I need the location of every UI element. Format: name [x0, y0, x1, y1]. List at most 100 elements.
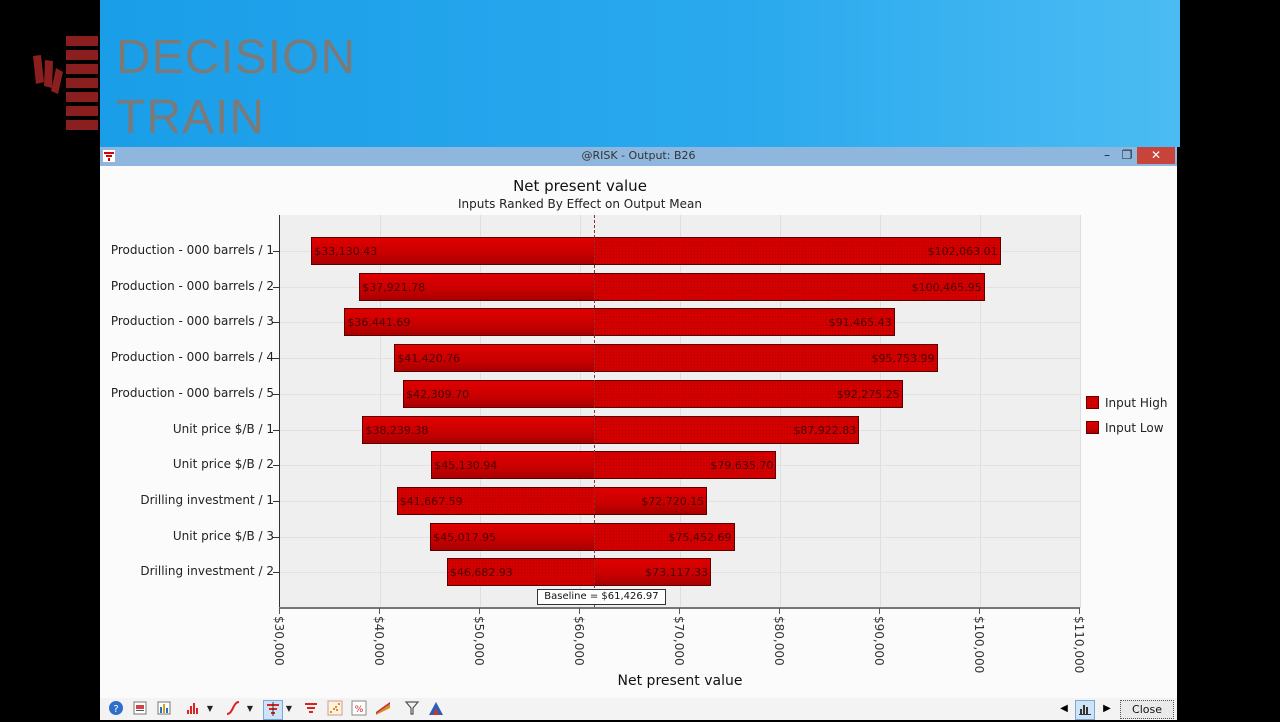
x-tick [979, 608, 980, 614]
gridline [1080, 215, 1081, 608]
bar-left-value: $38,239.38 [365, 423, 429, 437]
svg-text:%: % [355, 705, 364, 715]
tornado-bar[interactable]: $46,682.93 $73,117.33 [446, 558, 712, 587]
svg-text:?: ? [113, 704, 118, 715]
tornado-bar[interactable]: $45,017.95 $75,452.69 [430, 522, 735, 551]
filter-icon[interactable] [403, 700, 421, 718]
chart-subtitle: Inputs Ranked By Effect on Output Mean [458, 197, 702, 211]
legend-swatch-high [1086, 396, 1099, 409]
histogram-icon[interactable] [184, 700, 202, 718]
x-tick [279, 608, 280, 614]
minimize-button[interactable]: – [1104, 148, 1110, 162]
y-tick [273, 500, 279, 502]
graph-type-icon[interactable] [1075, 700, 1095, 720]
bar-left-value: $33,130.43 [314, 245, 378, 258]
bar-right-value: $100,465.95 [911, 280, 982, 294]
brand-line-2: TRAIN [116, 91, 265, 144]
x-tick-label: $30,000 [272, 616, 286, 666]
spider-icon[interactable] [374, 700, 392, 718]
bar-right-value: $73,117.33 [645, 566, 709, 580]
y-tick [273, 429, 279, 431]
x-tick-label: $50,000 [472, 616, 486, 666]
brand-line-1: DECISION [116, 31, 357, 84]
y-tick [273, 465, 279, 467]
input-high-segment [397, 487, 595, 514]
input-low-segment [345, 309, 595, 336]
window-title: @RISK - Output: B26 [581, 149, 696, 162]
histogram-dropdown[interactable]: ▼ [206, 704, 214, 713]
baseline-label: Baseline = $61,426.97 [537, 589, 666, 605]
cumulative-dropdown[interactable]: ▼ [246, 704, 254, 713]
previous-graph-button[interactable]: ◀ [1060, 703, 1068, 714]
bar-left-value: $45,130.94 [434, 459, 498, 473]
gridline [480, 215, 481, 608]
plot-area[interactable]: $33,130.43 $102,063.01 $37,921.78 $100,465.… [279, 215, 1081, 608]
input-high-segment [594, 238, 1000, 264]
bar-right-value: $102,063.01 [927, 245, 998, 258]
legend-item-input-low[interactable]: Input Low [1086, 415, 1167, 440]
tornado-bar[interactable]: $41,667.59 $72,720.15 [396, 486, 708, 515]
chart-title: Net present value [513, 177, 647, 195]
input-low-segment [395, 345, 595, 372]
y-category-label: Production - 000 barrels / 4 [110, 350, 274, 365]
tornado-bar[interactable]: $38,239.38 $87,922.83 [362, 415, 860, 444]
legend-label: Input Low [1105, 420, 1164, 435]
overlay-icon[interactable] [427, 700, 445, 718]
tornado-bar[interactable]: $33,130.43 $102,063.01 [311, 237, 1001, 265]
graph-toolbar: ? ▼ ▼ ▼ % ◀ ▶ Close [100, 698, 1177, 720]
y-category-label: Drilling investment / 1 [140, 492, 274, 507]
gridline [380, 215, 381, 608]
tornado-bar[interactable]: $42,309.70 $92,275.25 [403, 379, 903, 408]
desktop-background [100, 0, 1180, 147]
report-icon[interactable] [131, 700, 149, 718]
x-tick [1079, 608, 1080, 614]
next-graph-button[interactable]: ▶ [1103, 703, 1111, 714]
x-tick [479, 608, 480, 614]
tornado-bar[interactable]: $45,130.94 $79,635.70 [431, 451, 777, 480]
y-category-label: Drilling investment / 2 [140, 564, 274, 579]
tornado-dropdown[interactable]: ▼ [285, 704, 293, 713]
brand-name: DECISION TRAIN [116, 28, 356, 148]
tornado-bar[interactable]: $37,921.78 $100,465.95 [359, 272, 985, 301]
y-tick [273, 572, 279, 574]
tornado-alt-icon[interactable] [302, 700, 320, 718]
window-titlebar[interactable]: @RISK - Output: B26 – ❐ ✕ [100, 147, 1177, 166]
bar-left-value: $42,309.70 [406, 387, 470, 401]
tornado-bar[interactable]: $36,441.69 $91,465.43 [344, 308, 895, 337]
gridline [880, 215, 881, 608]
input-high-segment [594, 273, 984, 300]
x-tick-label: $100,000 [972, 616, 986, 674]
x-tick [679, 608, 680, 614]
y-tick [273, 358, 279, 360]
cumulative-icon[interactable] [224, 700, 242, 718]
bar-right-value: $95,753.99 [871, 352, 935, 366]
y-category-label: Unit price $/B / 1 [172, 421, 274, 436]
decision-train-logo-icon [33, 36, 98, 130]
legend-item-input-high[interactable]: Input High [1086, 390, 1167, 415]
close-window-button[interactable]: ✕ [1137, 147, 1175, 164]
bar-right-value: $79,635.70 [710, 459, 774, 473]
gridline [780, 215, 781, 608]
bar-right-value: $91,465.43 [828, 316, 892, 330]
summary-percent-icon[interactable]: % [350, 700, 368, 718]
help-icon[interactable]: ? [107, 700, 125, 718]
input-low-segment [432, 452, 595, 479]
y-category-label: Unit price $/B / 2 [172, 457, 274, 472]
x-tick [379, 608, 380, 614]
x-tick-label: $80,000 [772, 616, 786, 666]
gridline [680, 215, 681, 608]
y-category-label: Production - 000 barrels / 3 [110, 314, 274, 329]
bar-right-value: $72,720.15 [641, 494, 705, 508]
input-low-segment [360, 273, 595, 300]
maximize-button[interactable]: ❐ [1121, 148, 1133, 162]
tornado-bar[interactable]: $41,420.76 $95,753.99 [394, 344, 938, 373]
graph-options-icon[interactable] [155, 700, 173, 718]
tornado-icon[interactable] [263, 700, 283, 720]
input-low-segment [431, 523, 595, 550]
legend: Input High Input Low [1086, 390, 1167, 440]
risk-app-icon [103, 150, 115, 162]
input-high-segment [594, 345, 937, 372]
scatter-icon[interactable] [326, 700, 344, 718]
input-low-segment [594, 559, 711, 586]
close-button[interactable]: Close [1120, 700, 1174, 719]
